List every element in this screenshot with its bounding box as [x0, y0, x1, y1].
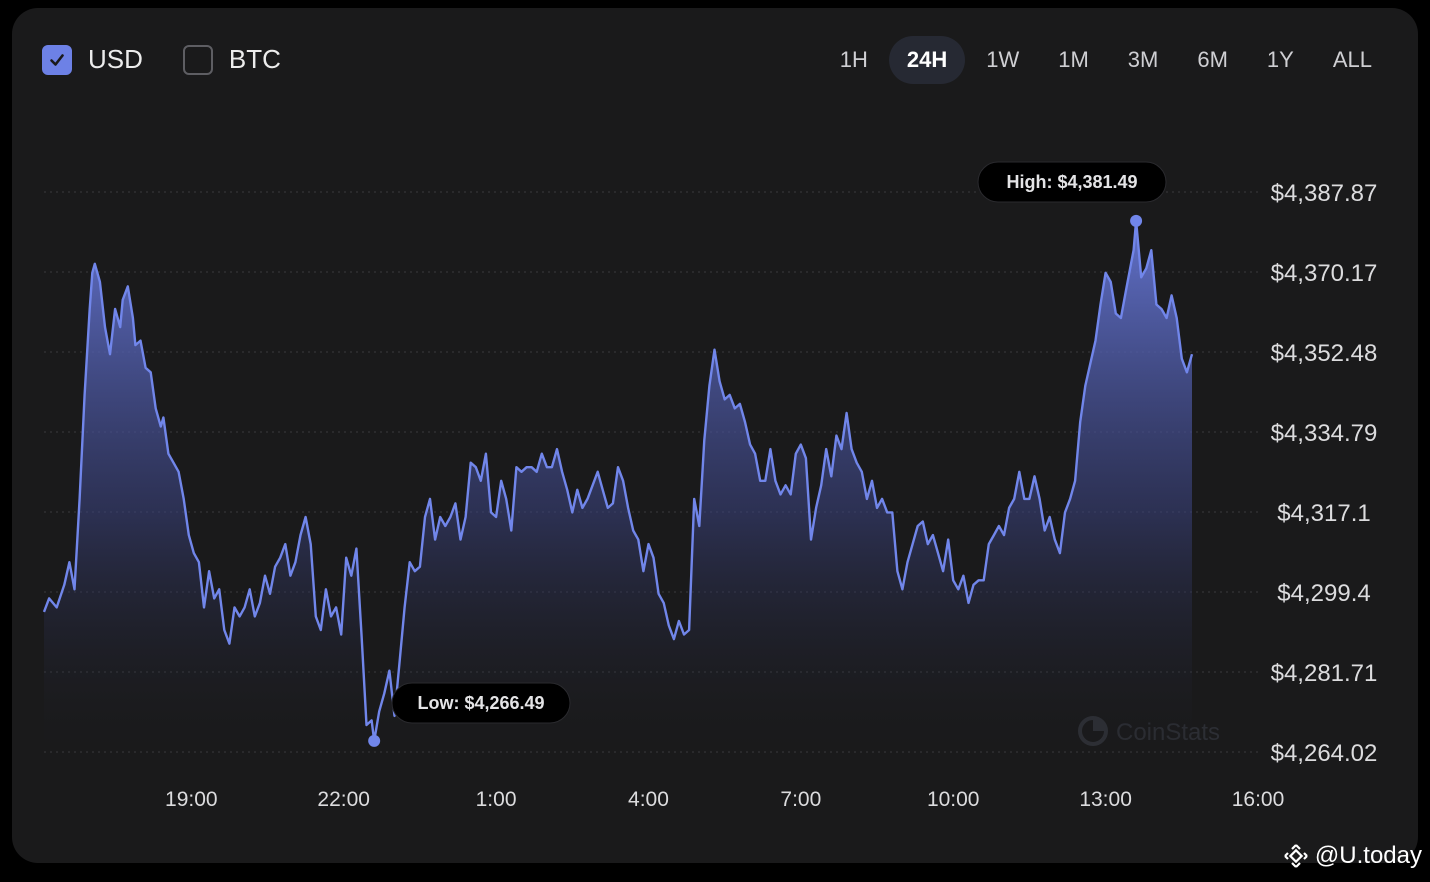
currency-toggles: USD BTC: [42, 44, 321, 75]
btc-checkbox[interactable]: [182, 44, 213, 75]
usd-toggle[interactable]: USD: [42, 44, 143, 75]
range-1y[interactable]: 1Y: [1266, 47, 1294, 72]
usd-checkbox[interactable]: [42, 44, 72, 75]
time-range-selector: 1H 24H 1W 1M 3M 6M 1Y ALL: [819, 36, 1390, 84]
low-label: Low: $4,266.49: [417, 693, 544, 713]
range-24h[interactable]: 24H: [888, 36, 966, 84]
x-tick-label: 1:00: [476, 788, 517, 811]
range-all[interactable]: ALL: [1332, 47, 1372, 72]
y-axis: $4,387.87 $4,370.17 $4,352.48 $4,334.79 $4,3…: [1271, 180, 1378, 767]
low-tooltip: [391, 682, 571, 724]
y-tick-label: $4,264.02: [1271, 740, 1378, 767]
x-tick-label: 13:00: [1079, 788, 1132, 811]
usd-label: USD: [88, 44, 143, 74]
utoday-watermark: @U.today: [1283, 842, 1422, 870]
range-1h[interactable]: 1H: [839, 47, 868, 72]
range-1w[interactable]: 1W: [986, 47, 1020, 72]
low-point: [368, 734, 381, 747]
range-3m[interactable]: 3M: [1127, 47, 1159, 72]
y-tick-label: $4,387.87: [1271, 180, 1378, 207]
extreme-markers: High: $4,381.49 Low: $4,266.49: [368, 161, 1167, 747]
y-tick-label: $4,334.79: [1271, 420, 1378, 447]
y-tick-label: $4,299.4: [1277, 580, 1370, 607]
high-point: [1130, 214, 1143, 227]
btc-label: BTC: [228, 44, 281, 74]
range-1m[interactable]: 1M: [1058, 47, 1089, 72]
utoday-label: @U.today: [1314, 842, 1422, 869]
binance-logo-icon: [1284, 844, 1308, 868]
x-tick-label: 22:00: [317, 788, 370, 811]
x-tick-label: 7:00: [780, 788, 821, 811]
y-tick-label: $4,281.71: [1271, 660, 1378, 687]
high-label: High: $4,381.49: [1006, 172, 1137, 192]
y-tick-label: $4,352.48: [1271, 340, 1378, 367]
price-area: [44, 220, 1192, 753]
x-axis: 19:00 22:00 1:00 4:00 7:00 10:00 13:00 16:00: [165, 788, 1284, 811]
x-tick-label: 16:00: [1232, 788, 1285, 811]
y-tick-label: $4,370.17: [1271, 260, 1378, 287]
y-tick-label: $4,317.1: [1277, 500, 1370, 527]
x-tick-label: 10:00: [927, 788, 980, 811]
x-tick-label: 4:00: [628, 788, 669, 811]
x-tick-label: 19:00: [165, 788, 218, 811]
price-line: [42, 219, 1194, 742]
checkmark-icon: [50, 53, 64, 66]
high-tooltip: [977, 161, 1167, 203]
btc-toggle[interactable]: BTC: [182, 44, 281, 75]
range-6m[interactable]: 6M: [1197, 47, 1228, 72]
